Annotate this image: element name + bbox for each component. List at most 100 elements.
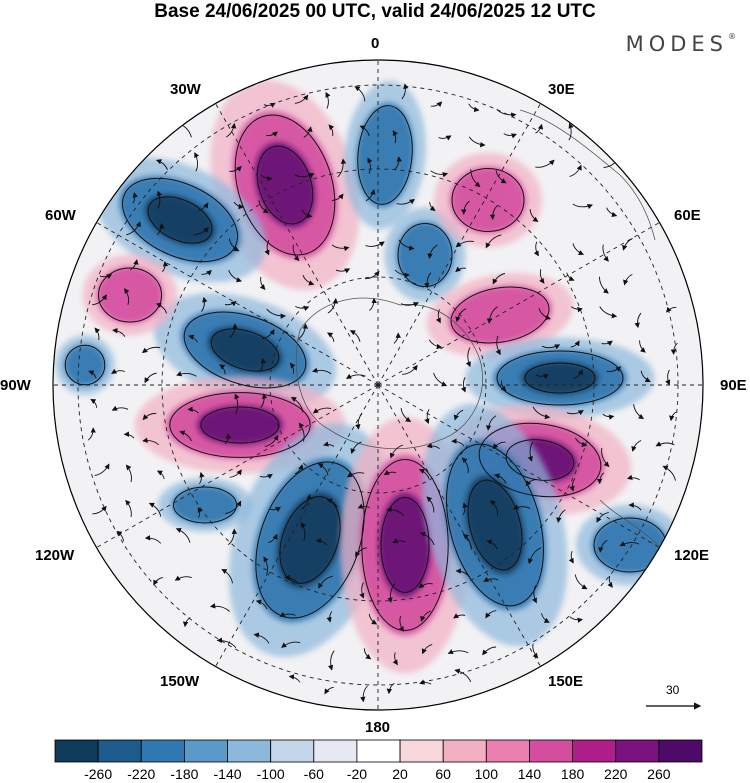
lon-label-30w: 30W [170, 81, 201, 98]
wind-vector [357, 503, 370, 509]
wind-vector [337, 158, 347, 178]
wind-vector [294, 94, 309, 104]
wind-vector [144, 372, 157, 384]
contour [478, 422, 602, 498]
wind-vector [619, 541, 640, 547]
wind-vector [392, 130, 398, 144]
wind-vector [175, 527, 191, 543]
wind-vector [142, 412, 157, 421]
wind-vector [216, 637, 237, 648]
wind-vector [529, 209, 539, 223]
coastline-northeast [519, 109, 656, 241]
wind-vector [532, 643, 539, 659]
wind-vector [281, 641, 301, 648]
lon-label-60e: 60E [674, 207, 701, 224]
wind-vector [209, 603, 230, 612]
wind-vector [264, 240, 270, 256]
wind-vector [486, 539, 498, 549]
wind-vector [389, 444, 404, 459]
wind-vector [631, 440, 642, 452]
wind-vector [601, 340, 613, 346]
wind-vector [368, 613, 378, 625]
wind-vector [575, 437, 588, 448]
wind-vector [492, 273, 506, 285]
wind-vector [176, 371, 197, 377]
wind-vector [392, 538, 406, 544]
meridian [96, 222, 379, 386]
wind-vector [354, 86, 366, 102]
wind-vector [607, 575, 613, 588]
wind-vector [622, 237, 633, 251]
wind-vector [261, 329, 275, 340]
colorbar-swatch [54, 739, 99, 763]
wind-vector [197, 202, 209, 211]
lon-label-90w: 90W [0, 377, 31, 394]
colorbar-tick-label: -60 [303, 766, 324, 782]
wind-vector [111, 405, 129, 411]
wind-vector [292, 244, 300, 262]
contour [451, 168, 525, 232]
wind-vector [490, 499, 499, 516]
wind-vector [602, 413, 615, 420]
colorbar-swatch [227, 739, 271, 763]
wind-vector [451, 438, 465, 447]
wind-vector [359, 125, 370, 137]
wind-vector [364, 270, 380, 280]
colorbar-swatch [313, 739, 358, 763]
colorbar-tick-label: 100 [474, 766, 499, 782]
wind-vector [465, 347, 471, 368]
wind-vector [355, 413, 363, 430]
wind-vector [396, 198, 415, 205]
wind-vector [541, 613, 550, 623]
contour [357, 105, 413, 205]
wind-vector [453, 613, 466, 619]
wind-vector [400, 302, 419, 308]
wind-vector [367, 157, 373, 174]
wind-vector [566, 272, 575, 281]
wind-vector [326, 498, 338, 508]
wind-vector [394, 269, 410, 278]
wind-vector [188, 334, 198, 343]
wind-vector [298, 323, 309, 339]
colorbar-tick-label: -100 [256, 766, 285, 782]
wind-vector [255, 599, 268, 610]
colorbar-swatch [140, 739, 185, 763]
wind-vector [430, 170, 449, 178]
wind-vector [495, 170, 507, 184]
colorbar-swatch [270, 739, 315, 763]
colorbar-tick-label: 220 [604, 766, 628, 782]
wind-vector [279, 611, 296, 617]
wind-vector [112, 327, 126, 337]
wind-vector [666, 306, 677, 313]
wind-vector [556, 509, 566, 523]
wind-vector [572, 203, 593, 210]
wind-vector [455, 266, 467, 273]
wind-vector [323, 441, 335, 447]
meridian [377, 222, 660, 386]
wind-vector [634, 312, 642, 329]
wind-vector [269, 506, 281, 513]
brand-logo: MODES® [625, 32, 736, 56]
wind-vector [533, 241, 539, 257]
wind-vector [424, 272, 432, 289]
wind-vector [116, 531, 124, 542]
contour-lines [64, 105, 667, 631]
wind-vector [253, 632, 270, 644]
anomaly-cell [465, 337, 655, 419]
wind-vector [155, 159, 168, 171]
anomaly-cell [576, 504, 684, 586]
wind-vector [312, 367, 332, 375]
wind-vector [153, 577, 163, 586]
wind-vector [492, 441, 506, 450]
wind-vector [229, 165, 242, 172]
wind-vector [429, 201, 436, 212]
wind-vector [327, 650, 335, 671]
wind-vector [662, 465, 676, 481]
wind-vector [360, 685, 368, 703]
wind-vector [300, 522, 306, 542]
wind-vector [455, 240, 474, 248]
wind-vector [302, 275, 315, 286]
wind-vector [496, 108, 517, 118]
wind-vector [228, 270, 242, 283]
wind-vector [670, 342, 678, 355]
